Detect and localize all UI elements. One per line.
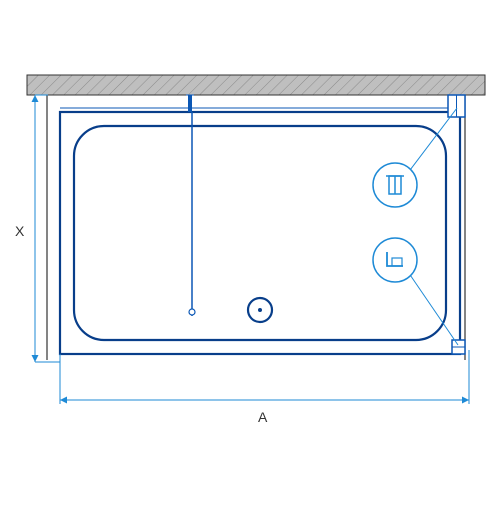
dimension-label-x: X <box>15 223 24 239</box>
technical-drawing <box>0 0 500 500</box>
callout-b-circle <box>373 238 417 282</box>
door-handle <box>189 309 195 315</box>
dimension-label-a: A <box>258 409 267 425</box>
callout-a-leader <box>410 108 457 170</box>
drain-center <box>258 308 262 312</box>
tray-outer <box>60 112 460 354</box>
tray-inner <box>74 126 446 340</box>
wall <box>27 75 485 95</box>
drawing-svg <box>0 0 500 500</box>
